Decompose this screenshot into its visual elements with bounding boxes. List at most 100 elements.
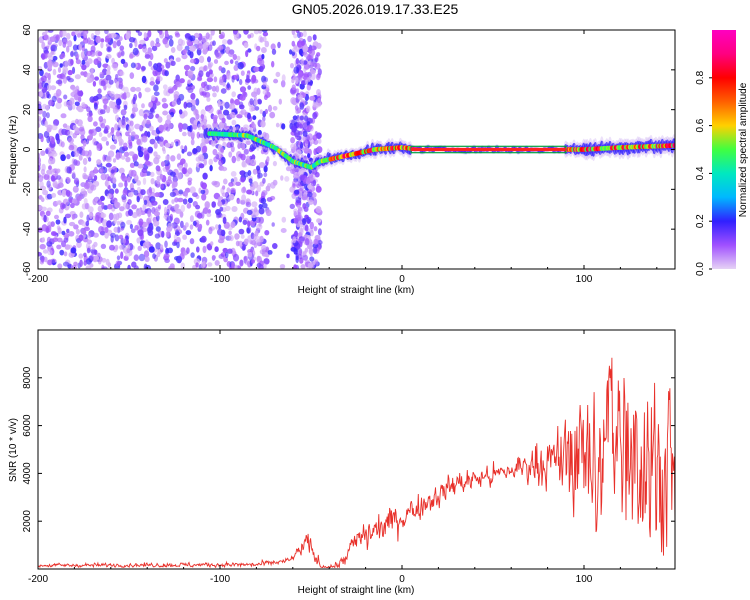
spectrogram-cell (85, 220, 90, 227)
spectrogram-cell (316, 42, 322, 50)
spectrogram-cell (104, 180, 108, 187)
spectrogram-cell (96, 216, 103, 224)
y-tick-label: 60 (22, 24, 33, 36)
spectrogram-cell (139, 39, 146, 45)
spectrogram-cell (310, 67, 314, 75)
spectrogram-cell (309, 221, 314, 230)
spectrogram-cell (262, 177, 266, 184)
spectrogram-cell (313, 148, 318, 156)
spectrogram-cell (275, 122, 280, 128)
spectrogram-cell (238, 228, 245, 235)
spectrogram-cell (317, 138, 322, 144)
spectrogram-cell (54, 214, 59, 220)
spectrogram-cell (48, 158, 54, 165)
spectrogram-cell (272, 106, 278, 111)
spectrogram-cell (240, 153, 246, 161)
spectrogram-cell (261, 30, 268, 33)
spectrogram-cell (316, 146, 323, 154)
spectrogram-cell (299, 48, 303, 55)
spectrogram-cell (256, 239, 261, 247)
spectrogram-cell (65, 101, 73, 108)
spectrogram-cell (291, 84, 296, 91)
spectrogram-cell (286, 253, 290, 259)
spectrogram-cell (307, 191, 313, 198)
spectrogram-cell (229, 103, 236, 110)
spectrogram-cell (141, 75, 147, 84)
spectrogram-cell (60, 141, 65, 148)
spectrogram-cell (112, 182, 117, 189)
spectrogram-cell (93, 121, 98, 127)
spectrogram-cell (99, 109, 106, 115)
spectrogram-cell (52, 237, 59, 243)
spectrogram-cell (71, 264, 77, 269)
spectrogram-cell (218, 224, 222, 230)
spectrogram-cell (52, 231, 58, 237)
spectrogram-cell (189, 238, 195, 245)
spectrogram-cell (266, 197, 273, 202)
spectrogram-cell (121, 155, 126, 160)
spectrogram-cell (151, 45, 158, 52)
spectrogram-cell (118, 80, 123, 87)
spectrogram-cell (56, 168, 61, 174)
spectrogram-cell (49, 36, 56, 43)
spectrogram-cell (105, 258, 110, 266)
spectrogram-cell (190, 65, 196, 72)
spectrogram-cell (233, 176, 238, 183)
spectrogram-cell (82, 139, 87, 147)
spectrogram-cell (306, 105, 311, 113)
spectrogram-cell (172, 241, 178, 246)
spectrogram-cell (121, 93, 127, 100)
spectrogram-cell (92, 138, 97, 146)
spectrogram-cell (207, 262, 213, 267)
spectrogram-cell (220, 31, 226, 39)
chart-title: GN05.2026.019.17.33.E25 (292, 1, 459, 17)
spectrogram-cell (73, 224, 79, 230)
spectrogram-cell (144, 264, 152, 269)
spectrogram-cell (138, 91, 142, 99)
spectrogram-cell (106, 220, 113, 228)
spectrogram-cell (132, 96, 136, 105)
snr-ylabel: SNR (10 * v/v) (8, 418, 19, 482)
spectrogram-cell (119, 206, 125, 212)
spectrogram-cell (70, 247, 77, 254)
spectrogram-cell (306, 121, 311, 126)
spectrogram-cell (42, 249, 49, 254)
spectrogram-cell (192, 192, 198, 198)
spectrogram-cell (262, 81, 267, 87)
spectrogram-cell (280, 80, 286, 88)
spectrogram-cell (176, 44, 183, 52)
spectrogram-cell (85, 50, 93, 57)
spectrogram-cell (143, 32, 147, 39)
spectrogram-cell (263, 172, 268, 178)
spectrogram-cell (220, 49, 226, 54)
snr-xlabel: Height of straight line (km) (298, 585, 415, 596)
spectrogram-cell (80, 71, 85, 76)
spectrogram-cell (128, 141, 133, 147)
spectrogram-cell (105, 74, 112, 81)
spectrogram-cell (212, 40, 216, 46)
spectrogram-cell (255, 216, 261, 224)
spectrogram-cell (114, 244, 119, 251)
spectrogram-cell (198, 133, 205, 139)
spectrogram-cell (245, 201, 252, 208)
spectrogram-cell (182, 110, 188, 117)
spectrogram-cell (67, 78, 74, 83)
spectrogram-cell (254, 206, 258, 213)
spectrogram-cell (192, 201, 198, 207)
spectrogram-cell (203, 115, 207, 123)
spectrogram-cell (202, 48, 208, 55)
spectrogram-cell (292, 183, 296, 188)
spectrogram-cell (181, 123, 188, 130)
spectrogram-cell (238, 101, 244, 108)
spectrogram-cell (221, 192, 229, 198)
spectrogram-cell (61, 204, 67, 209)
spectrogram-cell (253, 66, 260, 73)
y-tick-label: -40 (22, 222, 33, 237)
spectrogram-cell (119, 45, 125, 51)
spectrogram-cell (295, 149, 302, 157)
spectrogram-cell (317, 228, 322, 236)
spectrogram-cell (162, 37, 168, 45)
spectrogram-cell (115, 153, 121, 160)
spectrogram-cell (66, 177, 71, 184)
spectrogram-cell (131, 204, 138, 210)
